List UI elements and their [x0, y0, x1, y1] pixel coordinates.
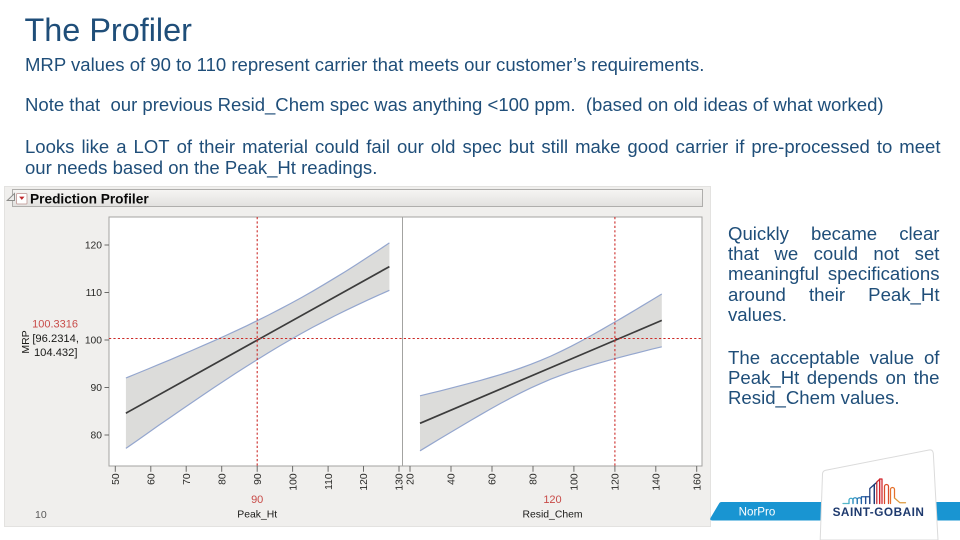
svg-text:90: 90	[253, 473, 264, 485]
svg-text:70: 70	[182, 473, 193, 485]
svg-text:90: 90	[251, 494, 263, 506]
svg-text:110: 110	[86, 288, 103, 299]
svg-text:100: 100	[570, 473, 581, 490]
svg-text:100.3316: 100.3316	[32, 319, 78, 331]
svg-text:SAINT-GOBAIN: SAINT-GOBAIN	[833, 505, 925, 519]
svg-text:60: 60	[147, 473, 158, 485]
svg-text:110: 110	[324, 473, 335, 490]
svg-text:80: 80	[91, 431, 103, 442]
svg-text:80: 80	[217, 473, 228, 485]
svg-text:80: 80	[529, 473, 540, 485]
svg-text:40: 40	[447, 473, 458, 485]
svg-text:104.432]: 104.432]	[34, 347, 78, 359]
svg-text:Prediction Profiler: Prediction Profiler	[30, 192, 149, 207]
svg-text:140: 140	[652, 473, 663, 490]
svg-text:20: 20	[406, 473, 417, 485]
svg-text:120: 120	[543, 494, 561, 506]
svg-text:MRP: MRP	[20, 330, 32, 353]
svg-text:Resid_Chem: Resid_Chem	[522, 510, 582, 521]
svg-text:Peak_Ht: Peak_Ht	[237, 510, 277, 521]
svg-text:50: 50	[111, 473, 122, 485]
svg-text:160: 160	[692, 473, 703, 490]
svg-text:120: 120	[359, 473, 370, 490]
svg-text:90: 90	[91, 383, 103, 394]
svg-text:120: 120	[611, 473, 622, 490]
svg-text:100: 100	[85, 336, 102, 347]
svg-text:60: 60	[488, 473, 499, 485]
svg-text:120: 120	[85, 241, 102, 252]
svg-text:[96.2314,: [96.2314,	[32, 333, 79, 345]
svg-text:NorPro: NorPro	[739, 505, 776, 518]
svg-text:130: 130	[395, 473, 406, 490]
svg-text:100: 100	[288, 473, 299, 490]
